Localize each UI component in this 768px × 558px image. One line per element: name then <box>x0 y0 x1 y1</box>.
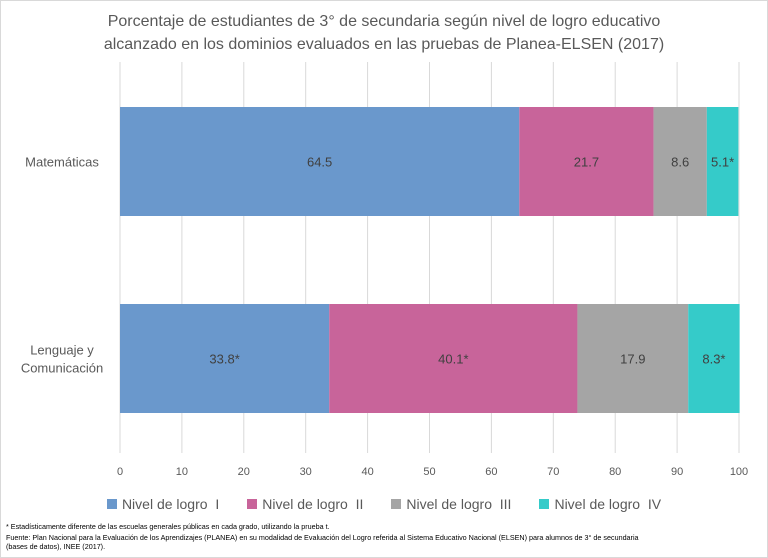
data-label-0-0: 64.5 <box>307 155 332 170</box>
x-tick-label-0: 0 <box>117 466 123 478</box>
category-label-0-0: Matemáticas <box>25 155 99 170</box>
legend-item-1: Nivel de logro II <box>247 496 363 512</box>
stacked-bar-chart: 64.5 21.7 8.6 5.1* Matemáticas 33.8* 40.1* 17.9… <box>21 62 748 478</box>
x-tick-label-10: 100 <box>730 466 748 478</box>
bar-segment-1-2 <box>577 304 689 413</box>
data-label-0-3: 5.1* <box>711 155 734 170</box>
legend-item-0: Nivel de logro I <box>106 496 220 512</box>
x-tick-label-3: 30 <box>300 466 312 478</box>
legend-swatch-1 <box>247 499 258 509</box>
x-tick-label-5: 50 <box>423 466 435 478</box>
chart-legend: Nivel de logro I Nivel de logro II Nivel d… <box>0 496 768 512</box>
bar-segment-1-1 <box>329 304 578 413</box>
legend-item-2: Nivel de logro III <box>391 496 511 512</box>
legend-label-0: Nivel de logro I <box>121 496 220 512</box>
footnote-source: Fuente: Plan Nacional para la Evaluación… <box>6 533 639 542</box>
category-label-1-1: Comunicación <box>21 361 103 376</box>
x-tick-label-4: 40 <box>361 466 373 478</box>
x-tick-label-2: 20 <box>238 466 250 478</box>
x-tick-label-7: 70 <box>547 466 559 478</box>
legend-label-1: Nivel de logro II <box>262 496 364 512</box>
bar-segment-0-0 <box>120 107 520 216</box>
data-label-1-1: 40.1* <box>438 352 468 367</box>
x-tick-label-9: 90 <box>671 466 683 478</box>
bar-segment-0-1 <box>519 107 654 216</box>
data-label-1-3: 8.3* <box>702 352 725 367</box>
legend-label-3: Nivel de logro IV <box>554 496 662 512</box>
category-label-1-0: Lenguaje y <box>30 343 94 358</box>
legend-label-2: Nivel de logro III <box>406 496 512 512</box>
bar-segment-1-3 <box>688 304 740 413</box>
legend-item-3: Nivel de logro IV <box>539 496 661 512</box>
chart-title-line-1: Porcentaje de estudiantes de 3° de secun… <box>107 13 661 30</box>
chart-title-line-2: alcanzado en los dominios evaluados en l… <box>103 36 665 53</box>
x-tick-label-6: 60 <box>485 466 497 478</box>
bar-segment-0-2 <box>653 107 707 216</box>
x-tick-label-1: 10 <box>176 466 188 478</box>
data-label-0-2: 8.6 <box>671 155 689 170</box>
data-label-1-2: 17.9 <box>620 352 645 367</box>
data-label-0-1: 21.7 <box>574 155 599 170</box>
footnote-source-cont: (bases de datos), INEE (2017). <box>6 542 106 551</box>
x-tick-label-8: 80 <box>609 466 621 478</box>
legend-swatch-2 <box>391 499 402 509</box>
legend-swatch-3 <box>539 499 550 509</box>
footnote-significance: * Estadísticamente diferente de las escu… <box>6 522 330 531</box>
legend-swatch-0 <box>106 499 117 509</box>
data-label-1-0: 33.8* <box>209 352 239 367</box>
bar-segment-1-0 <box>120 304 330 413</box>
bar-segment-0-3 <box>706 107 739 216</box>
